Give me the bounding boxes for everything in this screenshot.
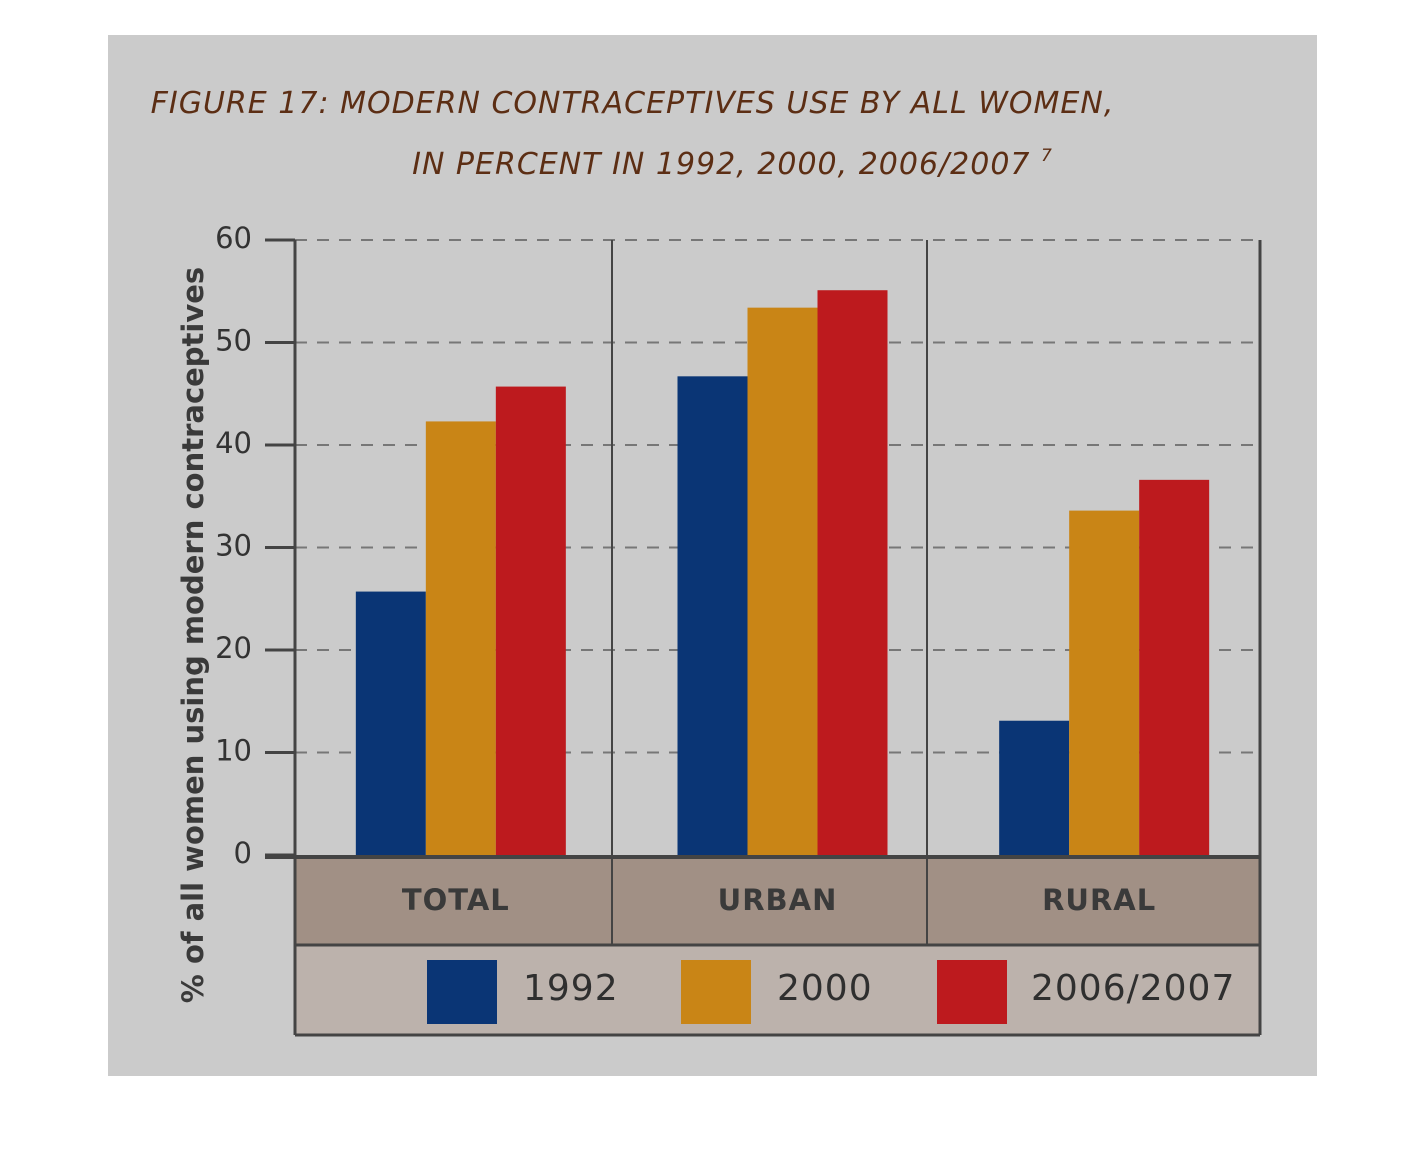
y-axis-label: % of all women using modern contraceptiv… (176, 267, 210, 1003)
bar-urban-2006-2007 (817, 290, 888, 856)
title-footnote: 7 (1041, 146, 1053, 166)
y-tick-label: 10 (215, 734, 252, 768)
y-tick-label: 40 (215, 426, 252, 460)
legend-label: 2006/2007 (1031, 968, 1235, 1009)
category-band (295, 857, 1260, 945)
legend-swatch (937, 960, 1007, 1024)
category-labels: TOTAL URBAN RURAL (402, 883, 1156, 917)
legend-label: 2000 (777, 968, 873, 1009)
y-tick-label: 0 (234, 836, 252, 870)
chart-title-line2: IN PERCENT IN 1992, 2000, 2006/2007 7 (108, 130, 1317, 191)
y-tick-label: 60 (215, 221, 252, 255)
chart-title-line1: FIGURE 17: MODERN CONTRACEPTIVES USE BY … (150, 86, 1115, 121)
legend-swatch (427, 960, 497, 1024)
chart-title: FIGURE 17: MODERN CONTRACEPTIVES USE BY … (108, 78, 1317, 191)
y-tick-label: 30 (215, 529, 252, 563)
legend-label: 1992 (523, 968, 619, 1009)
bar-urban-1992 (677, 376, 748, 855)
legend: 1992 2000 2006/2007 (427, 960, 1235, 1024)
bar-total-1992 (355, 591, 426, 855)
bar-rural-2006-2007 (1139, 479, 1210, 855)
bar-urban-2000 (747, 307, 818, 855)
y-tick-label: 20 (215, 631, 252, 665)
category-label: TOTAL (402, 883, 510, 917)
y-axis-ticks: 0 10 20 30 40 50 60 (215, 221, 295, 870)
y-tick-label: 50 (215, 324, 252, 358)
bar-total-2000 (425, 421, 496, 855)
bar-total-2006-2007 (495, 386, 566, 855)
bars (355, 290, 1210, 856)
bar-rural-2000 (1069, 510, 1140, 855)
chart-title-line2-text: IN PERCENT IN 1992, 2000, 2006/2007 (412, 147, 1031, 182)
category-label: RURAL (1042, 883, 1156, 917)
legend-swatch (681, 960, 751, 1024)
bar-rural-1992 (999, 720, 1070, 855)
category-label: URBAN (718, 883, 838, 917)
